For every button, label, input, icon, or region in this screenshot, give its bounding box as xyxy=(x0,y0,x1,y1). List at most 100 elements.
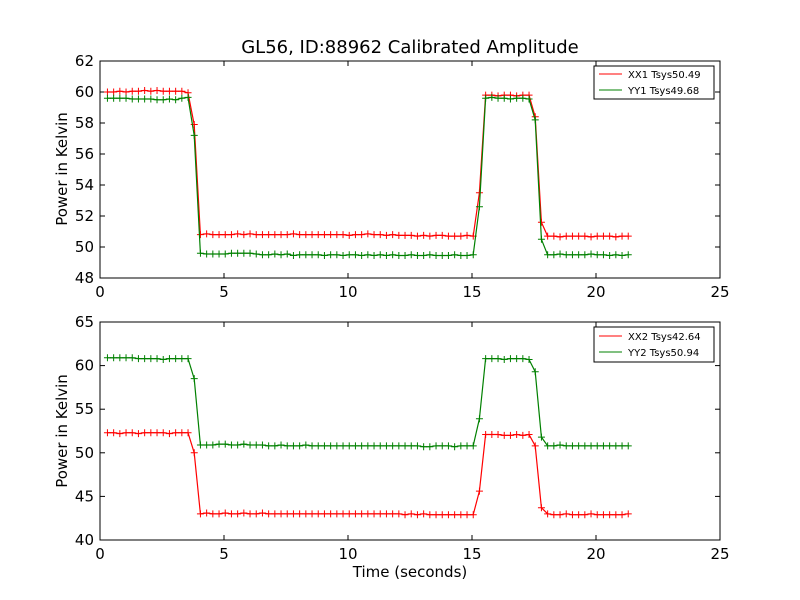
top-point-yy1 xyxy=(234,249,242,257)
bottom-point-yy2 xyxy=(184,355,192,363)
bottom-point-yy2 xyxy=(345,442,353,450)
top-point-xx1 xyxy=(141,86,149,94)
top-point-xx1 xyxy=(382,231,390,239)
bottom-point-xx2 xyxy=(240,509,248,517)
bottom-point-xx2 xyxy=(358,510,366,518)
top-point-xx1 xyxy=(606,232,614,240)
bottom-point-yy2 xyxy=(618,442,626,450)
bottom-point-yy2 xyxy=(599,442,607,450)
bottom-point-yy2 xyxy=(327,442,335,450)
top-point-yy1 xyxy=(606,252,614,260)
top-point-xx1 xyxy=(240,231,248,239)
bottom-point-yy2 xyxy=(395,442,403,450)
top-point-yy1 xyxy=(593,251,601,259)
bottom-point-xx2 xyxy=(482,430,490,438)
top-legend: XX1 Tsys50.49 YY1 Tsys49.68 xyxy=(593,65,715,100)
top-point-yy1 xyxy=(209,250,217,258)
top-point-yy1 xyxy=(513,94,521,102)
bottom-x-tick-label: 15 xyxy=(462,545,481,563)
top-point-xx1 xyxy=(116,87,124,95)
bottom-point-yy2 xyxy=(475,415,483,423)
top-point-yy1 xyxy=(395,252,403,260)
bottom-point-yy2 xyxy=(438,442,446,450)
top-point-xx1 xyxy=(153,86,161,94)
top-point-xx1 xyxy=(581,232,589,240)
top-point-yy1 xyxy=(568,251,576,259)
top-x-tick-label: 10 xyxy=(338,283,357,301)
bottom-point-yy2 xyxy=(165,355,173,363)
top-y-axis-label: Power in Kelvin xyxy=(53,112,71,226)
bottom-point-xx2 xyxy=(339,510,347,518)
bottom-point-yy2 xyxy=(283,442,291,450)
top-point-yy1 xyxy=(401,252,409,260)
bottom-point-xx2 xyxy=(606,511,614,519)
top-point-yy1 xyxy=(562,251,570,259)
top-point-yy1 xyxy=(327,251,335,259)
bottom-point-xx2 xyxy=(252,510,260,518)
bottom-point-xx2 xyxy=(568,511,576,519)
bottom-point-xx2 xyxy=(190,449,198,457)
top-point-yy1 xyxy=(221,250,229,258)
top-point-yy1 xyxy=(246,249,254,257)
top-point-yy1 xyxy=(141,95,149,103)
bottom-point-yy2 xyxy=(389,442,397,450)
top-point-xx1 xyxy=(444,232,452,240)
bottom-point-xx2 xyxy=(314,510,322,518)
bottom-point-yy2 xyxy=(376,442,384,450)
bottom-point-xx2 xyxy=(426,511,434,519)
top-point-yy1 xyxy=(537,235,545,243)
top-legend-label-xx1: XX1 Tsys50.49 xyxy=(628,70,701,81)
top-point-xx1 xyxy=(599,232,607,240)
top-point-xx1 xyxy=(172,87,180,95)
bottom-point-xx2 xyxy=(469,511,477,519)
top-point-yy1 xyxy=(376,251,384,259)
top-point-yy1 xyxy=(165,95,173,103)
bottom-point-xx2 xyxy=(141,429,149,437)
top-point-yy1 xyxy=(475,203,483,211)
bottom-point-xx2 xyxy=(444,511,452,519)
top-point-xx1 xyxy=(234,230,242,238)
top-y-tick-label: 48 xyxy=(75,269,94,287)
bottom-point-xx2 xyxy=(500,431,508,439)
bottom-point-xx2 xyxy=(438,511,446,519)
bottom-point-yy2 xyxy=(351,442,359,450)
top-point-xx1 xyxy=(432,231,440,239)
bottom-point-yy2 xyxy=(358,442,366,450)
top-point-yy1 xyxy=(339,252,347,260)
bottom-point-xx2 xyxy=(327,510,335,518)
top-point-yy1 xyxy=(575,251,583,259)
bottom-point-yy2 xyxy=(432,442,440,450)
bottom-point-yy2 xyxy=(494,355,502,363)
top-point-xx1 xyxy=(302,231,310,239)
top-y-tick-label: 62 xyxy=(75,52,94,70)
top-point-yy1 xyxy=(581,251,589,259)
top-point-xx1 xyxy=(438,231,446,239)
bottom-point-yy2 xyxy=(159,355,167,363)
top-point-yy1 xyxy=(296,251,304,259)
top-point-yy1 xyxy=(364,251,372,259)
top-point-xx1 xyxy=(587,233,595,241)
top-y-tick-label: 52 xyxy=(75,207,94,225)
bottom-point-yy2 xyxy=(581,442,589,450)
top-point-xx1 xyxy=(370,231,378,239)
top-point-yy1 xyxy=(420,252,428,260)
bottom-point-xx2 xyxy=(271,510,279,518)
bottom-point-yy2 xyxy=(308,442,316,450)
top-point-yy1 xyxy=(252,250,260,258)
top-point-yy1 xyxy=(413,252,421,260)
bottom-point-xx2 xyxy=(562,510,570,518)
top-point-yy1 xyxy=(624,251,632,259)
top-point-yy1 xyxy=(525,95,533,103)
bottom-point-xx2 xyxy=(221,509,229,517)
top-point-yy1 xyxy=(128,95,136,103)
bottom-point-xx2 xyxy=(153,429,161,437)
top-point-yy1 xyxy=(500,94,508,102)
bottom-x-axis-label: Time (seconds) xyxy=(352,563,468,581)
bottom-point-yy2 xyxy=(265,442,273,450)
top-point-xx1 xyxy=(110,88,118,96)
bottom-series-markers-xx2 xyxy=(103,429,632,519)
top-point-xx1 xyxy=(203,230,211,238)
top-point-xx1 xyxy=(147,87,155,95)
bottom-point-yy2 xyxy=(314,442,322,450)
